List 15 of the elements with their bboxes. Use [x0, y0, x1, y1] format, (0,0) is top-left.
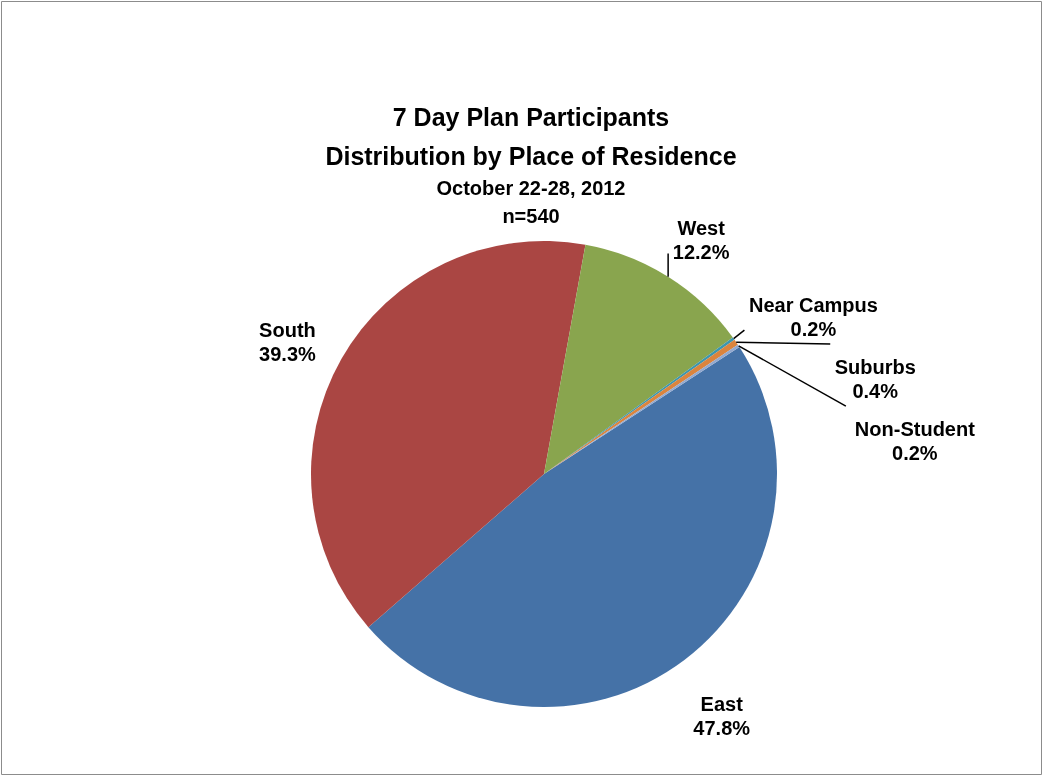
data-label: 0.4%: [852, 380, 899, 403]
slice-label: South: [259, 319, 316, 342]
pie-slice: [544, 244, 733, 474]
data-label: 39.3%: [259, 343, 317, 366]
data-label: 0.2%: [892, 442, 938, 465]
chart-subtitle: October 22-28, 2012 n=540: [436, 177, 626, 227]
slice-label: Near Campus: [748, 294, 878, 317]
data-label: 12.2%: [672, 241, 730, 264]
slice-label: Non-Student: [854, 418, 976, 441]
data-label: 0.2%: [790, 318, 837, 341]
chart-title: 7 Day Plan Participants Distribution by Place of Residence: [325, 103, 737, 170]
slice-label: Suburbs: [834, 356, 916, 379]
data-label: 47.8%: [693, 716, 751, 739]
slice-label: West: [677, 217, 726, 240]
slice-label: East: [700, 692, 744, 715]
